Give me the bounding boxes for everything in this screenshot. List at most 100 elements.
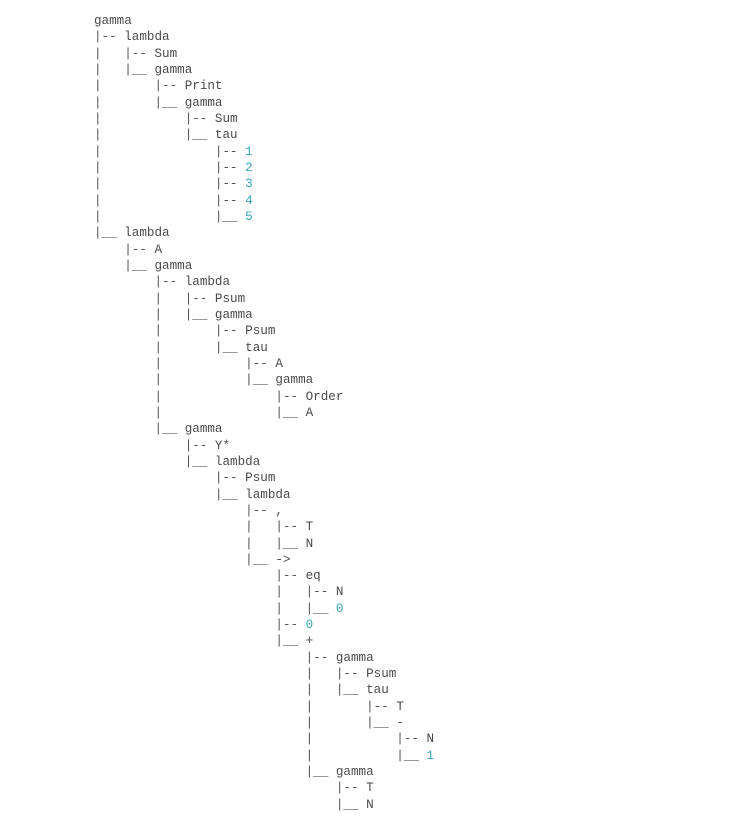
tree-line: |__ gamma	[94, 421, 434, 437]
tree-line: | |__ 1	[94, 748, 434, 764]
tree-line: | |__ N	[94, 536, 434, 552]
tree-node-label: Order	[305, 389, 344, 404]
tree-node-number: 0	[305, 618, 314, 633]
tree-line: | |-- N	[94, 584, 434, 600]
tree-node-label: Sum	[154, 46, 178, 61]
tree-line: | |-- T	[94, 519, 434, 535]
tree-node-label: tau	[366, 683, 389, 698]
tree-node-label: lambda	[184, 275, 231, 290]
tree-line: | |__ gamma	[94, 62, 434, 78]
tree-node-label: gamma	[214, 307, 253, 322]
tree-branch-prefix: |--	[94, 503, 276, 518]
tree-line: | |__ tau	[94, 340, 434, 356]
tree-node-label: gamma	[184, 422, 223, 437]
tree-branch-prefix: | |--	[94, 291, 215, 306]
tree-branch-prefix: |__	[94, 765, 336, 780]
tree-node-label: gamma	[335, 650, 374, 665]
tree-branch-prefix: |__	[94, 552, 276, 567]
tree-branch-prefix: | |__	[94, 95, 185, 110]
tree-branch-prefix: | |__	[94, 340, 246, 355]
tree-line: | |__ -	[94, 715, 434, 731]
tree-line: | |-- Print	[94, 78, 434, 94]
tree-line: | |-- Sum	[94, 111, 434, 127]
tree-line: |-- lambda	[94, 29, 434, 45]
tree-node-label: N	[305, 536, 314, 551]
tree-branch-prefix: | |--	[94, 177, 246, 192]
tree-node-label: gamma	[154, 62, 193, 77]
tree-node-label: lambda	[245, 487, 291, 502]
tree-line: |__ lambda	[94, 487, 434, 503]
tree-line: |-- ,	[94, 503, 434, 519]
tree-node-label: lambda	[124, 226, 170, 241]
tree-line: gamma	[94, 13, 434, 29]
syntax-tree-output: gamma |-- lambda | |-- Sum | |__ gamma | |--…	[94, 13, 434, 813]
tree-line: | |__ tau	[94, 127, 434, 143]
tree-node-label: Psum	[245, 324, 276, 339]
tree-node-label: Psum	[366, 667, 397, 682]
tree-line: | |__ gamma	[94, 307, 434, 323]
tree-branch-prefix: | |--	[94, 79, 185, 94]
tree-node-label: tau	[245, 340, 268, 355]
tree-node-label: gamma	[275, 373, 314, 388]
tree-node-number: 1	[245, 144, 253, 159]
tree-branch-prefix: | |--	[94, 520, 306, 535]
tree-line: |-- T	[94, 780, 434, 796]
tree-branch-prefix: | |__	[94, 62, 155, 77]
tree-line: |__ N	[94, 797, 434, 813]
tree-node-label: N	[366, 797, 374, 812]
tree-node-label: N	[335, 585, 344, 600]
tree-line: |-- Y*	[94, 438, 434, 454]
tree-branch-prefix: | |__	[94, 209, 246, 224]
tree-line: | |-- Psum	[94, 666, 434, 682]
tree-branch-prefix: |__	[94, 487, 246, 502]
tree-line: |__ gamma	[94, 764, 434, 780]
tree-line: |__ +	[94, 633, 434, 649]
tree-branch-prefix: | |--	[94, 111, 215, 126]
tree-branch-prefix: | |--	[94, 667, 367, 682]
tree-branch-prefix: | |__	[94, 748, 427, 763]
tree-line: | |-- 1	[94, 144, 434, 160]
tree-branch-prefix: | |--	[94, 356, 276, 371]
tree-line: | |__ gamma	[94, 372, 434, 388]
tree-branch-prefix: | |__	[94, 373, 276, 388]
tree-line: |-- A	[94, 242, 434, 258]
tree-line: | |__ tau	[94, 682, 434, 698]
tree-node-label: T	[366, 781, 374, 796]
tree-branch-prefix: |--	[94, 471, 246, 486]
tree-node-label: lambda	[124, 30, 170, 45]
tree-branch-prefix: |--	[94, 30, 125, 45]
tree-branch-prefix: | |--	[94, 585, 336, 600]
tree-node-label: T	[305, 520, 314, 535]
tree-branch-prefix: |__	[94, 422, 185, 437]
tree-branch-prefix: |__	[94, 454, 215, 469]
tree-node-label: gamma	[94, 14, 132, 28]
tree-branch-prefix: |--	[94, 242, 155, 257]
tree-branch-prefix: | |--	[94, 193, 246, 208]
tree-node-label: T	[396, 699, 404, 714]
tree-node-label: lambda	[214, 454, 261, 469]
tree-node-label: gamma	[184, 95, 223, 110]
tree-line: | |__ 5	[94, 209, 434, 225]
tree-line: |__ lambda	[94, 225, 434, 241]
tree-node-label: ,	[275, 503, 283, 518]
tree-line: |-- gamma	[94, 650, 434, 666]
tree-line: | |-- Psum	[94, 291, 434, 307]
tree-branch-prefix: |__	[94, 258, 155, 273]
tree-line: |__ gamma	[94, 258, 434, 274]
tree-node-label: +	[305, 634, 314, 649]
tree-line: | |-- Psum	[94, 323, 434, 339]
tree-branch-prefix: |__	[94, 226, 125, 241]
tree-line: | |-- N	[94, 731, 434, 747]
tree-node-number: 3	[245, 177, 253, 192]
tree-line: |-- eq	[94, 568, 434, 584]
tree-branch-prefix: |--	[94, 781, 367, 796]
tree-branch-prefix: | |__	[94, 716, 397, 731]
tree-node-label: ->	[275, 552, 291, 567]
tree-branch-prefix: |__	[94, 797, 367, 812]
tree-branch-prefix: | |--	[94, 389, 306, 404]
tree-node-number: 2	[245, 160, 253, 175]
tree-line: | |__ gamma	[94, 95, 434, 111]
tree-node-label: A	[305, 405, 314, 420]
tree-line: |-- Psum	[94, 470, 434, 486]
tree-branch-prefix: |__	[94, 634, 306, 649]
